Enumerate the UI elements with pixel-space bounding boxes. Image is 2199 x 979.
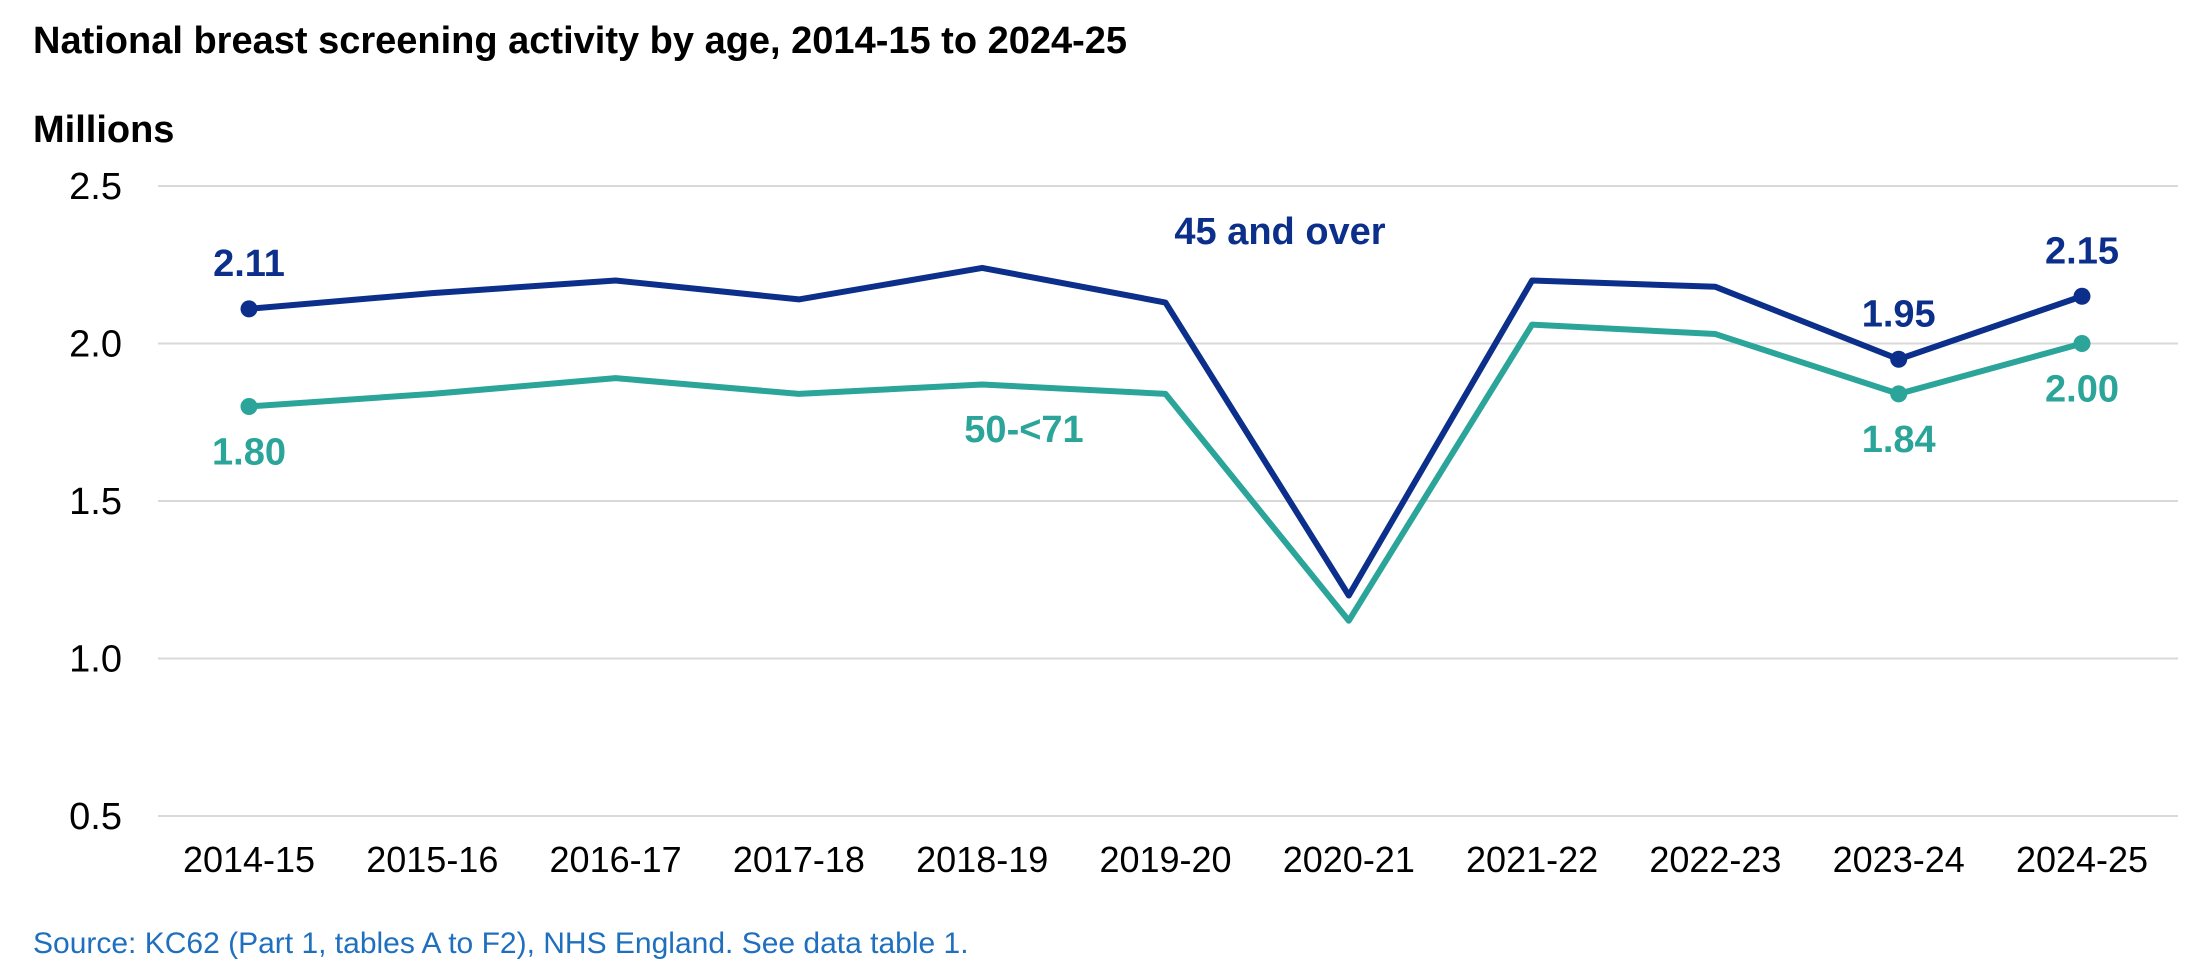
y-tick-label: 1.5 — [69, 481, 122, 523]
x-tick-label: 2019-20 — [1099, 839, 1231, 880]
x-tick-label: 2016-17 — [550, 839, 682, 880]
data-label: 1.84 — [1862, 419, 1936, 461]
y-tick-label: 2.5 — [69, 166, 122, 208]
y-axis-ticks: 0.5 1.0 1.5 2.0 2.5 — [69, 166, 122, 838]
data-point-marker — [2073, 287, 2091, 305]
y-tick-label: 2.0 — [69, 324, 122, 366]
x-axis-ticks: 2014-15 2015-16 2016-17 2017-18 2018-19 2019-… — [183, 839, 2148, 880]
series-line-45-and-over — [246, 264, 2085, 599]
y-axis-label: Millions — [33, 109, 174, 151]
data-point-marker — [240, 300, 258, 318]
data-point-marker — [2073, 335, 2091, 352]
data-point-marker — [1890, 385, 1908, 403]
x-tick-label: 2023-24 — [1833, 839, 1965, 880]
data-point-marker — [1890, 350, 1908, 368]
grid-lines — [158, 185, 2178, 817]
data-label: 1.80 — [212, 432, 286, 474]
x-tick-label: 2018-19 — [916, 839, 1048, 880]
data-label: 2.00 — [2045, 369, 2119, 411]
data-label: 2.11 — [213, 243, 285, 285]
data-labels: 2.11 1.95 2.15 1.80 1.84 2.00 45 and over 50-<7… — [212, 211, 2119, 474]
data-label: 2.15 — [2045, 230, 2119, 272]
x-tick-label: 2022-23 — [1649, 839, 1781, 880]
data-label: 1.95 — [1862, 293, 1936, 335]
y-tick-label: 0.5 — [69, 796, 122, 838]
series-name-label: 50-<71 — [964, 409, 1083, 451]
x-tick-label: 2020-21 — [1283, 839, 1415, 880]
series-name-label: 45 and over — [1174, 211, 1385, 253]
x-tick-label: 2015-16 — [366, 839, 498, 880]
x-tick-label: 2017-18 — [733, 839, 865, 880]
y-tick-label: 1.0 — [69, 639, 122, 681]
x-tick-label: 2021-22 — [1466, 839, 1598, 880]
series-lines — [246, 264, 2085, 624]
series-markers — [240, 287, 2091, 415]
x-tick-label: 2014-15 — [183, 839, 315, 880]
data-point-marker — [240, 398, 258, 415]
chart-title: National breast screening activity by ag… — [33, 20, 1127, 62]
series-line-50-to-71 — [246, 321, 2085, 624]
x-tick-label: 2024-25 — [2016, 839, 2148, 880]
source-note: Source: KC62 (Part 1, tables A to F2), N… — [33, 927, 969, 960]
